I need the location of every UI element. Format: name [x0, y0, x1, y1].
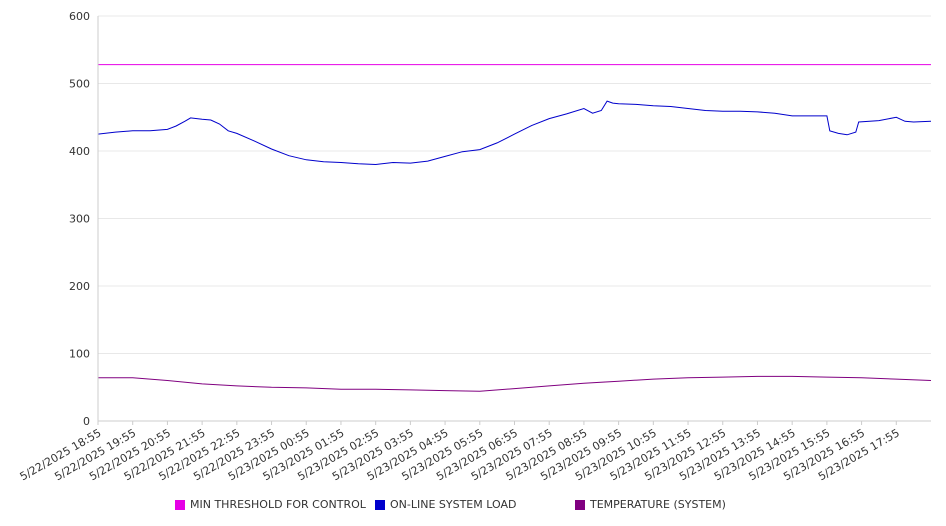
y-tick-label-0: 0 — [83, 415, 90, 428]
series-lines — [97, 64, 932, 392]
legend-item-min-threshold[interactable]: MIN THRESHOLD FOR CONTROL — [175, 498, 366, 511]
series-line-1 — [97, 100, 932, 166]
gridlines — [98, 15, 931, 354]
legend-item-temperature[interactable]: TEMPERATURE (SYSTEM) — [575, 498, 726, 511]
legend: MIN THRESHOLD FOR CONTROL ON-LINE SYSTEM… — [0, 498, 946, 514]
y-tick-label-100: 100 — [69, 348, 90, 361]
y-tick-label-500: 500 — [69, 78, 90, 91]
y-tick-label-300: 300 — [69, 213, 90, 226]
legend-label-temperature: TEMPERATURE (SYSTEM) — [590, 498, 726, 511]
y-tick-label-600: 600 — [69, 10, 90, 23]
legend-item-system-load[interactable]: ON-LINE SYSTEM LOAD — [375, 498, 516, 511]
y-tick-label-400: 400 — [69, 145, 90, 158]
legend-label-min-threshold: MIN THRESHOLD FOR CONTROL — [190, 498, 366, 511]
legend-label-system-load: ON-LINE SYSTEM LOAD — [390, 498, 517, 511]
y-axis-ticks: 0 100 200 300 400 500 600 — [69, 10, 90, 428]
y-tick-label-200: 200 — [69, 280, 90, 293]
legend-swatch-system-load — [375, 499, 385, 510]
legend-swatch-temperature — [575, 499, 585, 510]
series-line-2 — [98, 375, 932, 392]
x-axis-ticks: 5/22/2025 18:555/22/2025 19:555/22/2025 … — [18, 421, 902, 483]
legend-swatch-min-threshold — [175, 499, 185, 510]
